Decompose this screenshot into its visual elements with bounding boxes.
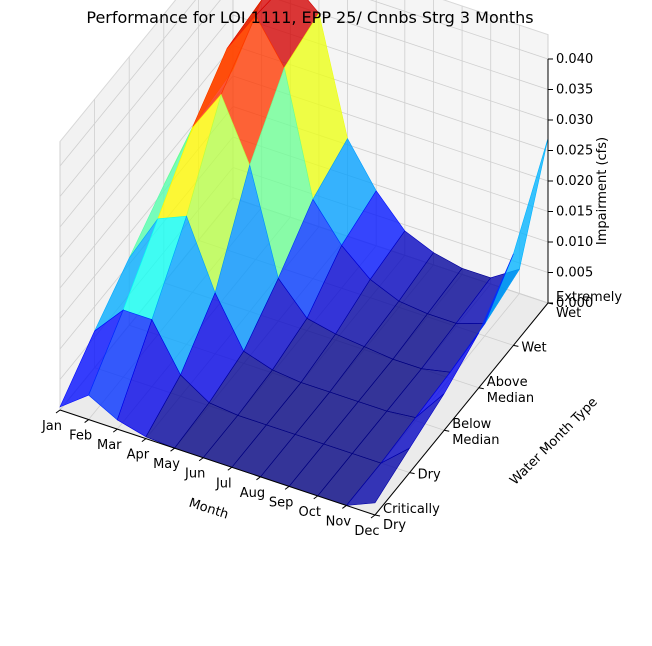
x-tick xyxy=(256,476,261,481)
x-tick xyxy=(370,514,376,519)
y-axis-label: Water Month Type xyxy=(507,395,601,489)
y-tick-label: Dry xyxy=(418,468,441,483)
y-tick-label: Above xyxy=(487,375,528,390)
x-tick xyxy=(84,419,89,423)
grid-z-left xyxy=(59,0,196,167)
x-tick-label: Nov xyxy=(326,514,352,529)
x-tick-label: Aug xyxy=(240,486,265,501)
z-tick-label: 0.010 xyxy=(556,235,593,250)
x-tick xyxy=(342,505,347,509)
y-tick xyxy=(513,344,519,347)
x-tick-label: Jan xyxy=(41,419,62,434)
x-tick-label: Oct xyxy=(298,505,320,520)
y-tick xyxy=(444,429,450,432)
x-tick xyxy=(170,447,175,452)
x-tick xyxy=(198,457,204,462)
x-tick xyxy=(112,428,118,433)
grid-z-back xyxy=(369,0,549,60)
y-tick-label: Wet xyxy=(521,340,546,355)
z-tick-label: 0.020 xyxy=(556,174,593,189)
y-tick-label: Dry xyxy=(383,518,406,533)
x-axis-line xyxy=(59,409,376,516)
z-tick-label: 0.025 xyxy=(556,144,593,159)
surface-patch xyxy=(345,447,411,506)
x-tick xyxy=(227,466,233,471)
y-tick xyxy=(409,472,415,475)
surface xyxy=(59,0,549,506)
x-tick-label: Sep xyxy=(269,495,294,510)
y-tick-label: Median xyxy=(452,433,499,448)
y-axis-line xyxy=(374,302,549,516)
x-tick xyxy=(55,409,61,414)
z-axis-label: Impairment (cfs) xyxy=(595,137,610,245)
chart-title: Performance for LOI 1111, EPP 25/ Cnnbs … xyxy=(86,8,534,27)
x-tick xyxy=(313,495,319,500)
x-tick-label: Jun xyxy=(184,467,205,482)
z-tick-label: 0.005 xyxy=(556,266,593,281)
x-tick xyxy=(141,438,147,443)
x-tick-label: Jul xyxy=(215,476,232,491)
grid-z-left xyxy=(59,0,221,197)
z-tick-label: 0.000 xyxy=(556,296,593,311)
y-tick xyxy=(478,387,484,390)
x-tick-label: May xyxy=(153,457,180,472)
x-tick-label: Dec xyxy=(354,524,379,539)
z-tick-label: 0.030 xyxy=(556,113,593,128)
x-tick xyxy=(284,485,290,490)
grid-z-left xyxy=(59,14,234,228)
y-tick-label: Median xyxy=(487,391,534,406)
x-tick-label: Feb xyxy=(69,429,92,444)
z-tick-label: 0.040 xyxy=(556,52,593,67)
z-tick-label: 0.015 xyxy=(556,205,593,220)
y-tick-label: Wet xyxy=(556,306,581,321)
y-tick-label: Below xyxy=(452,417,491,432)
grid-z-left xyxy=(59,45,234,258)
x-tick-label: Apr xyxy=(127,448,150,463)
z-tick-label: 0.035 xyxy=(556,83,593,98)
y-tick-label: Extremely xyxy=(556,290,622,305)
y-tick-label: Critically xyxy=(383,502,440,517)
x-axis-label: Month xyxy=(187,496,230,523)
y-tick xyxy=(374,514,381,517)
x-tick-label: Mar xyxy=(97,438,122,453)
